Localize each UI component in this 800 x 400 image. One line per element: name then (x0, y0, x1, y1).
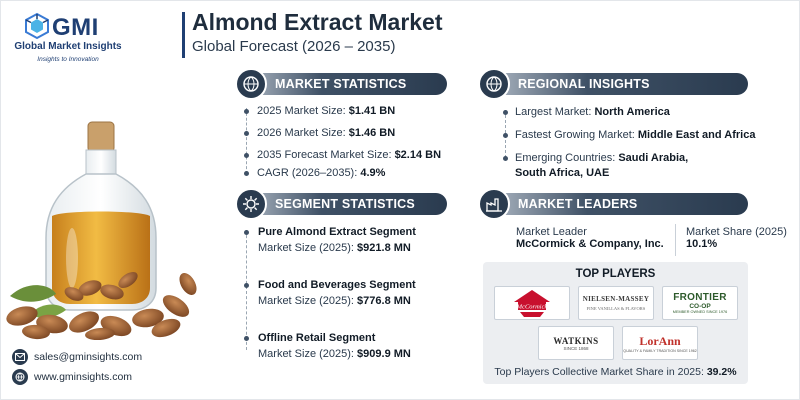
stat-cagr: CAGR (2026–2035): 4.9% (257, 167, 386, 179)
watkins-logo[interactable]: WATKINS SINCE 1868 (538, 326, 614, 360)
segment-name: Pure Almond Extract Segment (258, 226, 416, 238)
bullet-dot (503, 156, 508, 161)
envelope-icon (12, 349, 28, 365)
market-share-label: Market Share (2025) (686, 226, 787, 238)
market-leaders-header: MARKET LEADERS (478, 188, 748, 220)
market-share-value: 10.1% (686, 238, 718, 250)
contact-website-text: www.gminsights.com (34, 371, 133, 383)
brand-tagline: Insights to Innovation (37, 56, 99, 63)
bullet-dot (244, 109, 249, 114)
bullet-dot (244, 131, 249, 136)
market-statistics-header: MARKET STATISTICS (235, 68, 447, 100)
segment-name: Food and Beverages Segment (258, 279, 416, 291)
market-leaders-label: MARKET LEADERS (518, 197, 638, 211)
mccormick-logo[interactable]: McCormick (494, 286, 570, 320)
bullet-dot (503, 133, 508, 138)
segment-statistics-header: SEGMENT STATISTICS (235, 188, 447, 220)
contact-email-text: sales@gminsights.com (34, 351, 143, 363)
globe-dollar-icon (235, 68, 267, 100)
bullet-dot (244, 153, 249, 158)
bullet-dot (244, 230, 249, 235)
frontier-name: FRONTIER (673, 292, 727, 303)
lorann-name: LorAnn (639, 333, 681, 348)
segment-name: Offline Retail Segment (258, 332, 376, 344)
nielsen-massey-sub: FINE VANILLAS & FLAVORS (586, 306, 646, 311)
bullet-dot (244, 283, 249, 288)
market-leader: Market Leader McCormick & Company, Inc. (516, 226, 664, 250)
lorann-logo[interactable]: LorAnn QUALITY & FAMILY TRADITION SINCE … (622, 326, 698, 360)
top-players-title: TOP PLAYERS (575, 268, 656, 280)
watkins-name: WATKINS (553, 335, 599, 346)
page-title: Almond Extract Market (192, 9, 443, 35)
gmi-mark-icon (25, 12, 49, 40)
title-accent-bar (182, 12, 185, 58)
market-leader-value: McCormick & Company, Inc. (516, 238, 664, 250)
globe-icon (478, 68, 510, 100)
top-players-panel: TOP PLAYERS McCormick NIELSEN-MASSEY FIN… (483, 262, 748, 384)
segment-size: Market Size (2025): $776.8 MN (258, 295, 411, 307)
factory-icon (478, 188, 510, 220)
stat-2035-forecast-size: 2035 Forecast Market Size: $2.14 BN (257, 149, 442, 161)
emerging-countries: Emerging Countries: Saudi Arabia, (515, 152, 689, 164)
market-share: Market Share (2025) 10.1% (686, 226, 787, 250)
almond-extract-bottle-image (6, 121, 197, 340)
market-leader-label: Market Leader (516, 226, 587, 238)
frontier-coop: CO-OP (689, 303, 711, 310)
market-statistics-label: MARKET STATISTICS (275, 77, 407, 91)
bullet-dot (244, 171, 249, 176)
bullet-dot (244, 336, 249, 341)
segment-statistics-guide (246, 230, 247, 350)
top-players-share-note: Top Players Collective Market Share in 2… (494, 366, 737, 378)
segment-size: Market Size (2025): $909.9 MN (258, 348, 411, 360)
frontier-tagline: MEMBER OWNED SINCE 1976 (672, 310, 728, 314)
brand-name: Global Market Insights (14, 41, 122, 52)
frontier-coop-logo[interactable]: FRONTIER CO-OP MEMBER OWNED SINCE 1976 (662, 286, 738, 320)
gear-chart-icon (235, 188, 267, 220)
stat-2026-market-size: 2026 Market Size: $1.46 BN (257, 127, 396, 139)
mccormick-logo-text: McCormick (516, 304, 548, 311)
lorann-sub: QUALITY & FAMILY TRADITION SINCE 1962 (623, 348, 697, 353)
stat-2025-market-size: 2025 Market Size: $1.41 BN (257, 105, 396, 117)
fastest-growing-market: Fastest Growing Market: Middle East and … (515, 129, 756, 141)
segment-statistics-label: SEGMENT STATISTICS (275, 197, 415, 211)
logo-text: GMI (52, 14, 99, 41)
nielsen-massey-logo[interactable]: NIELSEN-MASSEY FINE VANILLAS & FLAVORS (578, 286, 654, 320)
leader-divider (675, 224, 676, 256)
contact-website[interactable]: www.gminsights.com (12, 369, 132, 385)
gmi-logo[interactable]: GMI Global Market Insights Insights to I… (8, 8, 128, 70)
watkins-sub: SINCE 1868 (563, 345, 589, 351)
page-subtitle: Global Forecast (2026 – 2035) (192, 38, 396, 55)
nielsen-massey-name: NIELSEN-MASSEY (582, 295, 650, 303)
largest-market: Largest Market: North America (515, 106, 670, 118)
segment-size: Market Size (2025): $921.8 MN (258, 242, 411, 254)
market-statistics-guide (246, 108, 247, 174)
globe-icon (12, 369, 28, 385)
regional-insights-label: REGIONAL INSIGHTS (518, 77, 650, 91)
emerging-countries-cont: South Africa, UAE (515, 167, 610, 179)
bullet-dot (503, 110, 508, 115)
contact-email[interactable]: sales@gminsights.com (12, 349, 142, 365)
regional-insights-header: REGIONAL INSIGHTS (478, 68, 748, 100)
